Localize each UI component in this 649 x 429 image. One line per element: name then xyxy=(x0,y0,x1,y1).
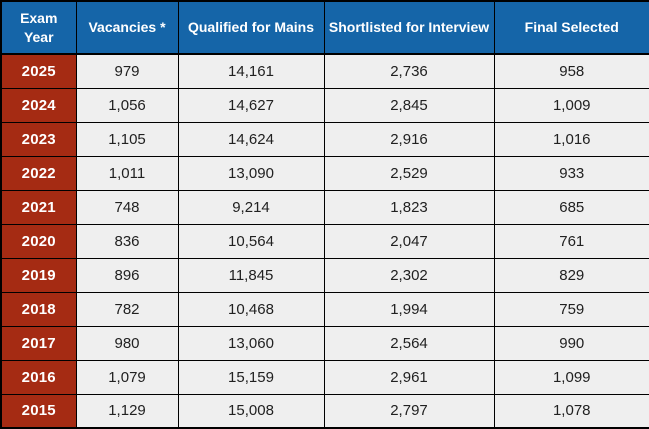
value-cell: 15,159 xyxy=(177,359,325,395)
value-cell: 1,823 xyxy=(323,189,495,225)
value-cell: 1,994 xyxy=(323,291,495,327)
table-row: 2017 980 13,060 2,564 990 xyxy=(0,325,649,361)
value-cell: 1,078 xyxy=(493,393,649,429)
value-cell: 1,016 xyxy=(493,121,649,157)
column-header-vacancies: Vacancies * xyxy=(75,0,179,55)
value-cell: 990 xyxy=(493,325,649,361)
value-cell: 1,009 xyxy=(493,87,649,123)
year-cell: 2020 xyxy=(0,223,77,259)
value-cell: 10,468 xyxy=(177,291,325,327)
year-cell: 2019 xyxy=(0,257,77,293)
year-cell: 2017 xyxy=(0,325,77,361)
table-row: 2015 1,129 15,008 2,797 1,078 xyxy=(0,393,649,429)
value-cell: 10,564 xyxy=(177,223,325,259)
value-cell: 14,627 xyxy=(177,87,325,123)
value-cell: 759 xyxy=(493,291,649,327)
value-cell: 782 xyxy=(75,291,179,327)
table-row: 2025 979 14,161 2,736 958 xyxy=(0,53,649,89)
year-cell: 2024 xyxy=(0,87,77,123)
table-header-row: Exam Year Vacancies * Qualified for Main… xyxy=(0,0,649,55)
value-cell: 1,011 xyxy=(75,155,179,191)
year-cell: 2018 xyxy=(0,291,77,327)
value-cell: 761 xyxy=(493,223,649,259)
table-row: 2022 1,011 13,090 2,529 933 xyxy=(0,155,649,191)
value-cell: 836 xyxy=(75,223,179,259)
table-row: 2018 782 10,468 1,994 759 xyxy=(0,291,649,327)
value-cell: 1,105 xyxy=(75,121,179,157)
year-cell: 2016 xyxy=(0,359,77,395)
value-cell: 9,214 xyxy=(177,189,325,225)
value-cell: 933 xyxy=(493,155,649,191)
year-cell: 2015 xyxy=(0,393,77,429)
value-cell: 14,161 xyxy=(177,53,325,89)
value-cell: 748 xyxy=(75,189,179,225)
value-cell: 2,845 xyxy=(323,87,495,123)
value-cell: 980 xyxy=(75,325,179,361)
table-row: 2021 748 9,214 1,823 685 xyxy=(0,189,649,225)
value-cell: 2,564 xyxy=(323,325,495,361)
year-cell: 2025 xyxy=(0,53,77,89)
value-cell: 2,529 xyxy=(323,155,495,191)
value-cell: 1,079 xyxy=(75,359,179,395)
value-cell: 958 xyxy=(493,53,649,89)
value-cell: 2,961 xyxy=(323,359,495,395)
value-cell: 685 xyxy=(493,189,649,225)
year-cell: 2021 xyxy=(0,189,77,225)
value-cell: 2,916 xyxy=(323,121,495,157)
year-cell: 2022 xyxy=(0,155,77,191)
column-header-shortlisted-interview: Shortlisted for Interview xyxy=(323,0,495,55)
value-cell: 11,845 xyxy=(177,257,325,293)
value-cell: 979 xyxy=(75,53,179,89)
table-row: 2023 1,105 14,624 2,916 1,016 xyxy=(0,121,649,157)
value-cell: 13,090 xyxy=(177,155,325,191)
value-cell: 13,060 xyxy=(177,325,325,361)
table-row: 2016 1,079 15,159 2,961 1,099 xyxy=(0,359,649,395)
value-cell: 1,129 xyxy=(75,393,179,429)
value-cell: 2,736 xyxy=(323,53,495,89)
value-cell: 15,008 xyxy=(177,393,325,429)
value-cell: 1,099 xyxy=(493,359,649,395)
value-cell: 829 xyxy=(493,257,649,293)
value-cell: 2,797 xyxy=(323,393,495,429)
column-header-final-selected: Final Selected xyxy=(493,0,649,55)
column-header-qualified-mains: Qualified for Mains xyxy=(177,0,325,55)
table-row: 2024 1,056 14,627 2,845 1,009 xyxy=(0,87,649,123)
value-cell: 14,624 xyxy=(177,121,325,157)
value-cell: 2,047 xyxy=(323,223,495,259)
table-body: 2025 979 14,161 2,736 958 2024 1,056 14,627 2,84… xyxy=(0,53,649,429)
table-row: 2019 896 11,845 2,302 829 xyxy=(0,257,649,293)
year-cell: 2023 xyxy=(0,121,77,157)
table-row: 2020 836 10,564 2,047 761 xyxy=(0,223,649,259)
value-cell: 2,302 xyxy=(323,257,495,293)
value-cell: 896 xyxy=(75,257,179,293)
column-header-exam-year: Exam Year xyxy=(0,0,77,55)
value-cell: 1,056 xyxy=(75,87,179,123)
